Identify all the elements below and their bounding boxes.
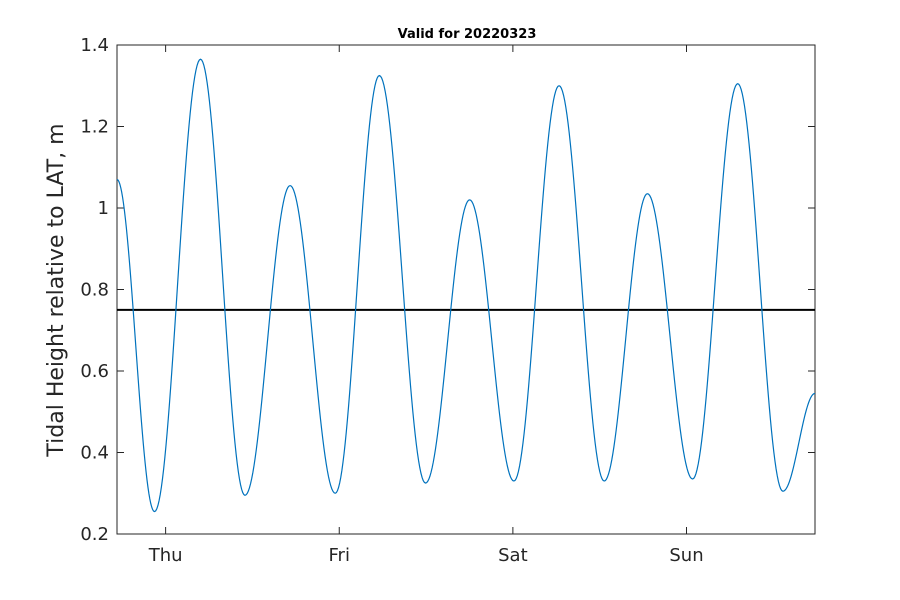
y-tick-label: 0.8 [80,280,109,301]
y-tick-label: 1 [98,198,109,219]
x-tick-label: Thu [148,545,183,566]
tide-series-line [116,58,816,513]
plot-layer: 0.2 0.4 0.6 0.8 1 1.2 1.4 Thu Fri Sat Sun [80,35,816,566]
x-tick-label: Fri [329,545,350,566]
y-tick-label: 1.4 [80,35,109,56]
y-tick-label: 0.4 [80,443,109,464]
y-tick-label: 1.2 [80,117,109,138]
x-tick-label: Sat [498,545,528,566]
y-tick-label: 0.2 [80,524,109,545]
y-axis-label: Tidal Height relative to LAT, m [44,123,69,457]
chart-title: Valid for 20220323 [398,27,537,42]
x-tick-label: Sun [669,545,703,566]
y-tick-label: 0.6 [80,361,109,382]
